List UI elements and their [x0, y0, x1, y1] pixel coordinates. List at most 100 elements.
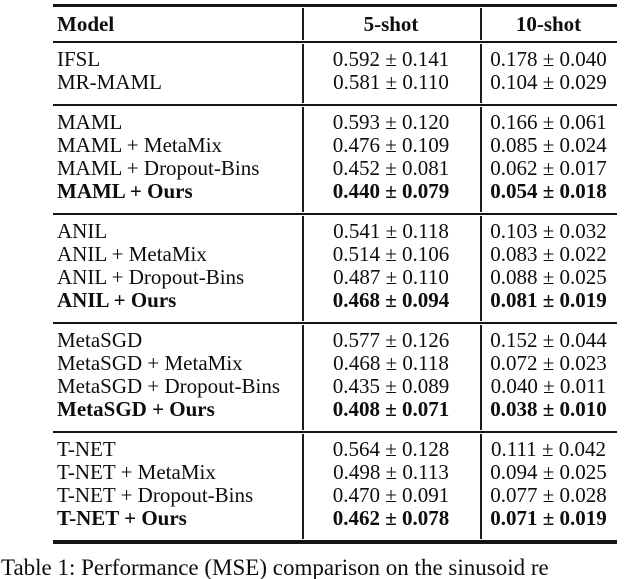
- five-shot-value: 0.498 ± 0.113: [333, 460, 449, 484]
- model-name-cell: MetaSGD + Dropout-Bins: [57, 374, 281, 398]
- ten-shot-value: 0.085 ± 0.024: [490, 133, 607, 157]
- column-divider: [302, 8, 304, 40]
- table-row: ANIL + Ours 0.468 ± 0.094 0.081 ± 0.019: [53, 288, 617, 312]
- ten-shot-value: 0.038 ± 0.010: [490, 397, 607, 421]
- table-caption: Table 1: Performance (MSE) comparison on…: [1, 555, 549, 579]
- results-table: Model 5-shot 10-shot IFSL 0.592 ± 0.141 0.…: [53, 4, 617, 544]
- column-divider: [302, 44, 304, 103]
- table-row: ANIL + Dropout-Bins 0.487 ± 0.110 0.088 ± …: [53, 265, 617, 289]
- section-separator-rule: [53, 431, 617, 433]
- table-section: MetaSGD 0.577 ± 0.126 0.152 ± 0.044 MetaSGD…: [53, 324, 617, 431]
- table-row: T-NET + Ours 0.462 ± 0.078 0.071 ± 0.019: [53, 506, 617, 530]
- model-name-cell: T-NET + MetaMix: [57, 460, 216, 484]
- table-row: MAML + MetaMix 0.476 ± 0.109 0.085 ± 0.024: [53, 133, 617, 157]
- column-divider: [302, 107, 304, 212]
- table-row: ANIL + MetaMix 0.514 ± 0.106 0.083 ± 0.022: [53, 242, 617, 266]
- ten-shot-value: 0.103 ± 0.032: [490, 219, 607, 243]
- ten-shot-value: 0.152 ± 0.044: [490, 328, 607, 352]
- model-name-cell: MetaSGD: [57, 328, 143, 352]
- column-divider: [480, 107, 482, 212]
- header-separator-rule: [53, 41, 617, 43]
- column-divider: [480, 44, 482, 103]
- column-divider: [480, 216, 482, 321]
- table-top-rule: [53, 4, 617, 7]
- five-shot-value: 0.581 ± 0.110: [333, 70, 449, 94]
- five-shot-value: 0.452 ± 0.081: [332, 156, 450, 180]
- five-shot-value: 0.592 ± 0.141: [332, 47, 450, 71]
- column-divider: [302, 325, 304, 430]
- model-name-cell: MR-MAML: [57, 70, 163, 94]
- five-shot-value: 0.462 ± 0.078: [332, 506, 450, 530]
- ten-shot-value: 0.104 ± 0.029: [490, 70, 607, 94]
- table-row: MetaSGD + Dropout-Bins 0.435 ± 0.089 0.040…: [53, 374, 617, 398]
- ten-shot-value: 0.083 ± 0.022: [490, 242, 607, 266]
- model-name-cell: T-NET: [57, 437, 116, 461]
- five-shot-value: 0.541 ± 0.118: [333, 219, 449, 243]
- table-body: IFSL 0.592 ± 0.141 0.178 ± 0.040 MR-MAML 0.5…: [53, 43, 617, 540]
- model-name-cell: MAML + Ours: [57, 179, 193, 203]
- ten-shot-value: 0.178 ± 0.040: [490, 47, 607, 71]
- section-separator-rule: [53, 104, 617, 106]
- ten-shot-value: 0.072 ± 0.023: [490, 351, 607, 375]
- model-name-cell: ANIL + Ours: [57, 288, 177, 312]
- table-row: MAML 0.593 ± 0.120 0.166 ± 0.061: [53, 110, 617, 134]
- model-name-cell: T-NET + Dropout-Bins: [57, 483, 254, 507]
- model-name-cell: ANIL + MetaMix: [57, 242, 207, 266]
- column-header-5-shot: 5-shot: [363, 11, 419, 36]
- section-separator-rule: [53, 322, 617, 324]
- column-divider: [480, 434, 482, 539]
- five-shot-value: 0.487 ± 0.110: [333, 265, 449, 289]
- table-row: MetaSGD + MetaMix 0.468 ± 0.118 0.072 ± 0.…: [53, 351, 617, 375]
- ten-shot-value: 0.077 ± 0.028: [490, 483, 607, 507]
- ten-shot-value: 0.088 ± 0.025: [490, 265, 607, 289]
- table-row: MetaSGD + Ours 0.408 ± 0.071 0.038 ± 0.010: [53, 397, 617, 421]
- ten-shot-value: 0.081 ± 0.019: [490, 288, 607, 312]
- column-divider: [480, 8, 482, 40]
- model-name-cell: ANIL + Dropout-Bins: [57, 265, 245, 289]
- model-name-cell: MAML + MetaMix: [57, 133, 223, 157]
- ten-shot-value: 0.166 ± 0.061: [490, 110, 607, 134]
- ten-shot-value: 0.040 ± 0.011: [490, 374, 607, 398]
- table-row: MR-MAML 0.581 ± 0.110 0.104 ± 0.029: [53, 70, 617, 94]
- table-section: IFSL 0.592 ± 0.141 0.178 ± 0.040 MR-MAML 0.5…: [53, 43, 617, 104]
- five-shot-value: 0.577 ± 0.126: [332, 328, 450, 352]
- five-shot-value: 0.468 ± 0.094: [332, 288, 450, 312]
- five-shot-value: 0.408 ± 0.071: [332, 397, 450, 421]
- table-row: T-NET 0.564 ± 0.128 0.111 ± 0.042: [53, 437, 617, 461]
- table-row: IFSL 0.592 ± 0.141 0.178 ± 0.040: [53, 47, 617, 71]
- table-row: MAML + Ours 0.440 ± 0.079 0.054 ± 0.018: [53, 179, 617, 203]
- table-section: MAML 0.593 ± 0.120 0.166 ± 0.061 MAML + Met…: [53, 106, 617, 213]
- model-name-cell: MetaSGD + MetaMix: [57, 351, 243, 375]
- five-shot-value: 0.476 ± 0.109: [332, 133, 450, 157]
- five-shot-value: 0.593 ± 0.120: [332, 110, 450, 134]
- table-row: T-NET + Dropout-Bins 0.470 ± 0.091 0.077 ±…: [53, 483, 617, 507]
- model-name-cell: ANIL: [57, 219, 108, 243]
- model-name-cell: MetaSGD + Ours: [57, 397, 215, 421]
- column-divider: [302, 216, 304, 321]
- column-divider: [302, 434, 304, 539]
- model-name-cell: MAML: [57, 110, 123, 134]
- five-shot-value: 0.435 ± 0.089: [332, 374, 450, 398]
- five-shot-value: 0.468 ± 0.118: [333, 351, 449, 375]
- column-header-10-shot: 10-shot: [515, 11, 582, 36]
- five-shot-value: 0.440 ± 0.079: [332, 179, 450, 203]
- table-section: ANIL 0.541 ± 0.118 0.103 ± 0.032 ANIL + Met…: [53, 215, 617, 322]
- model-name-cell: MAML + Dropout-Bins: [57, 156, 260, 180]
- five-shot-value: 0.470 ± 0.091: [332, 483, 450, 507]
- table-bottom-rule: [53, 540, 617, 544]
- ten-shot-value: 0.071 ± 0.019: [490, 506, 607, 530]
- column-divider: [480, 325, 482, 430]
- column-header-model: Model: [57, 11, 115, 36]
- five-shot-value: 0.514 ± 0.106: [332, 242, 450, 266]
- table-row: T-NET + MetaMix 0.498 ± 0.113 0.094 ± 0.02…: [53, 460, 617, 484]
- section-separator-rule: [53, 213, 617, 215]
- ten-shot-value: 0.062 ± 0.017: [490, 156, 607, 180]
- table-row: ANIL 0.541 ± 0.118 0.103 ± 0.032: [53, 219, 617, 243]
- table-section: T-NET 0.564 ± 0.128 0.111 ± 0.042 T-NET + M…: [53, 433, 617, 540]
- ten-shot-value: 0.094 ± 0.025: [490, 460, 607, 484]
- model-name-cell: T-NET + Ours: [57, 506, 187, 530]
- ten-shot-value: 0.054 ± 0.018: [490, 179, 607, 203]
- table-header-row: Model 5-shot 10-shot: [53, 7, 617, 41]
- model-name-cell: IFSL: [57, 47, 101, 71]
